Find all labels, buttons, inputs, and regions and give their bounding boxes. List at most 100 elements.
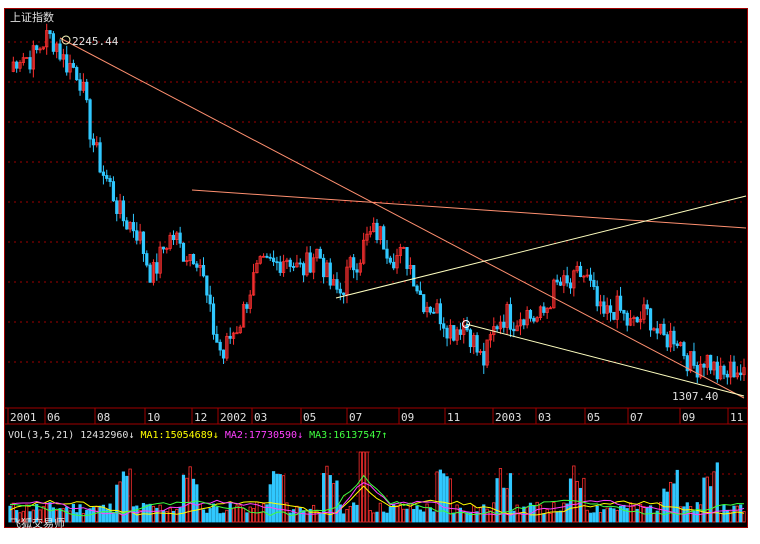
price-candle — [412, 265, 416, 287]
price-candle — [408, 265, 412, 269]
price-candle — [85, 81, 89, 101]
price-candle — [58, 43, 62, 60]
price-candle — [271, 257, 276, 263]
volume-bar — [729, 511, 733, 523]
x-tick-label: 12 — [194, 411, 207, 424]
volume-bar — [415, 505, 419, 523]
price-candle — [278, 261, 282, 273]
price-candle — [128, 222, 132, 230]
price-candle — [255, 262, 259, 274]
volume-bar — [742, 511, 746, 523]
volume-bar — [735, 505, 739, 523]
price-candle — [392, 261, 396, 269]
price-candle — [475, 335, 479, 353]
price-candle — [378, 226, 382, 241]
volume-bar — [709, 486, 713, 523]
volume-bar — [231, 507, 236, 523]
volume-bar — [588, 512, 593, 523]
price-candle — [155, 262, 159, 274]
price-candle — [522, 319, 526, 326]
price-candle — [425, 306, 429, 313]
price-candle — [498, 321, 503, 330]
price-candle — [251, 272, 256, 296]
price-candle — [575, 265, 579, 272]
volume-bar — [562, 502, 566, 523]
volume-bar — [595, 505, 599, 523]
volume-bar — [322, 473, 326, 523]
price-candle — [98, 142, 102, 173]
price-candle — [445, 327, 449, 339]
price-candle — [332, 279, 336, 286]
price-candle — [615, 295, 619, 320]
price-candle — [81, 81, 85, 91]
volume-bar — [705, 476, 709, 523]
volume-bar — [628, 502, 633, 523]
volume-bar — [145, 504, 149, 523]
volume-bar — [211, 503, 216, 523]
price-candle — [68, 63, 72, 73]
volume-bar — [572, 465, 576, 523]
price-candle — [515, 325, 519, 332]
price-candle — [285, 259, 289, 263]
price-candle — [692, 351, 696, 366]
volume-bar — [168, 507, 172, 523]
volume-bar — [605, 507, 609, 523]
ma3-arrow: ↑ — [381, 430, 388, 441]
price-candle — [372, 222, 376, 233]
volume-ma-line — [9, 482, 745, 516]
price-candle — [555, 279, 559, 283]
price-candle — [452, 325, 456, 341]
volume-bar — [251, 508, 256, 523]
x-tick-label: 05 — [303, 411, 316, 424]
volume-bar — [598, 512, 603, 523]
volume-bar — [308, 508, 312, 523]
price-candle — [65, 54, 69, 73]
volume-bar — [21, 510, 25, 523]
price-candle — [422, 294, 426, 313]
price-candle — [291, 266, 296, 268]
volume-bar — [245, 512, 249, 523]
price-candle — [625, 312, 629, 326]
volume-bar — [208, 508, 212, 523]
price-candle — [178, 232, 182, 244]
price-candle — [592, 279, 596, 287]
price-candle — [165, 248, 169, 250]
volume-bar — [128, 468, 132, 523]
price-candle — [175, 232, 179, 241]
price-candle — [485, 339, 489, 366]
volume-bar — [455, 504, 459, 523]
price-candle — [335, 279, 339, 290]
price-candle — [121, 200, 126, 222]
price-candle — [719, 365, 723, 380]
volume-bar — [565, 503, 569, 523]
volume-bar — [672, 483, 676, 523]
volume-bar — [375, 511, 379, 523]
price-candle — [288, 259, 292, 267]
volume-bar — [692, 511, 696, 523]
price-candle — [171, 234, 176, 241]
volume-bar — [505, 488, 509, 523]
volume-bar — [155, 507, 159, 523]
price-candle — [195, 263, 199, 268]
trend-line — [465, 323, 745, 397]
volume-bar — [228, 501, 232, 523]
volume-bar — [508, 473, 513, 523]
price-candle — [535, 317, 539, 322]
volume-ma-line — [9, 474, 745, 517]
price-candle — [318, 248, 322, 259]
price-candle — [418, 290, 422, 295]
price-candle — [15, 61, 19, 69]
volume-bar — [689, 506, 693, 523]
price-candle — [215, 333, 219, 343]
price-candle — [669, 330, 673, 348]
price-candle — [298, 262, 302, 265]
price-candle — [11, 61, 15, 72]
price-candle — [388, 257, 392, 263]
volume-bar — [465, 512, 469, 523]
volume-bar — [618, 505, 623, 523]
price-candle — [111, 181, 116, 202]
volume-bar — [75, 512, 79, 523]
price-candle — [148, 264, 152, 283]
price-candle — [699, 363, 703, 378]
price-candle — [158, 246, 162, 274]
